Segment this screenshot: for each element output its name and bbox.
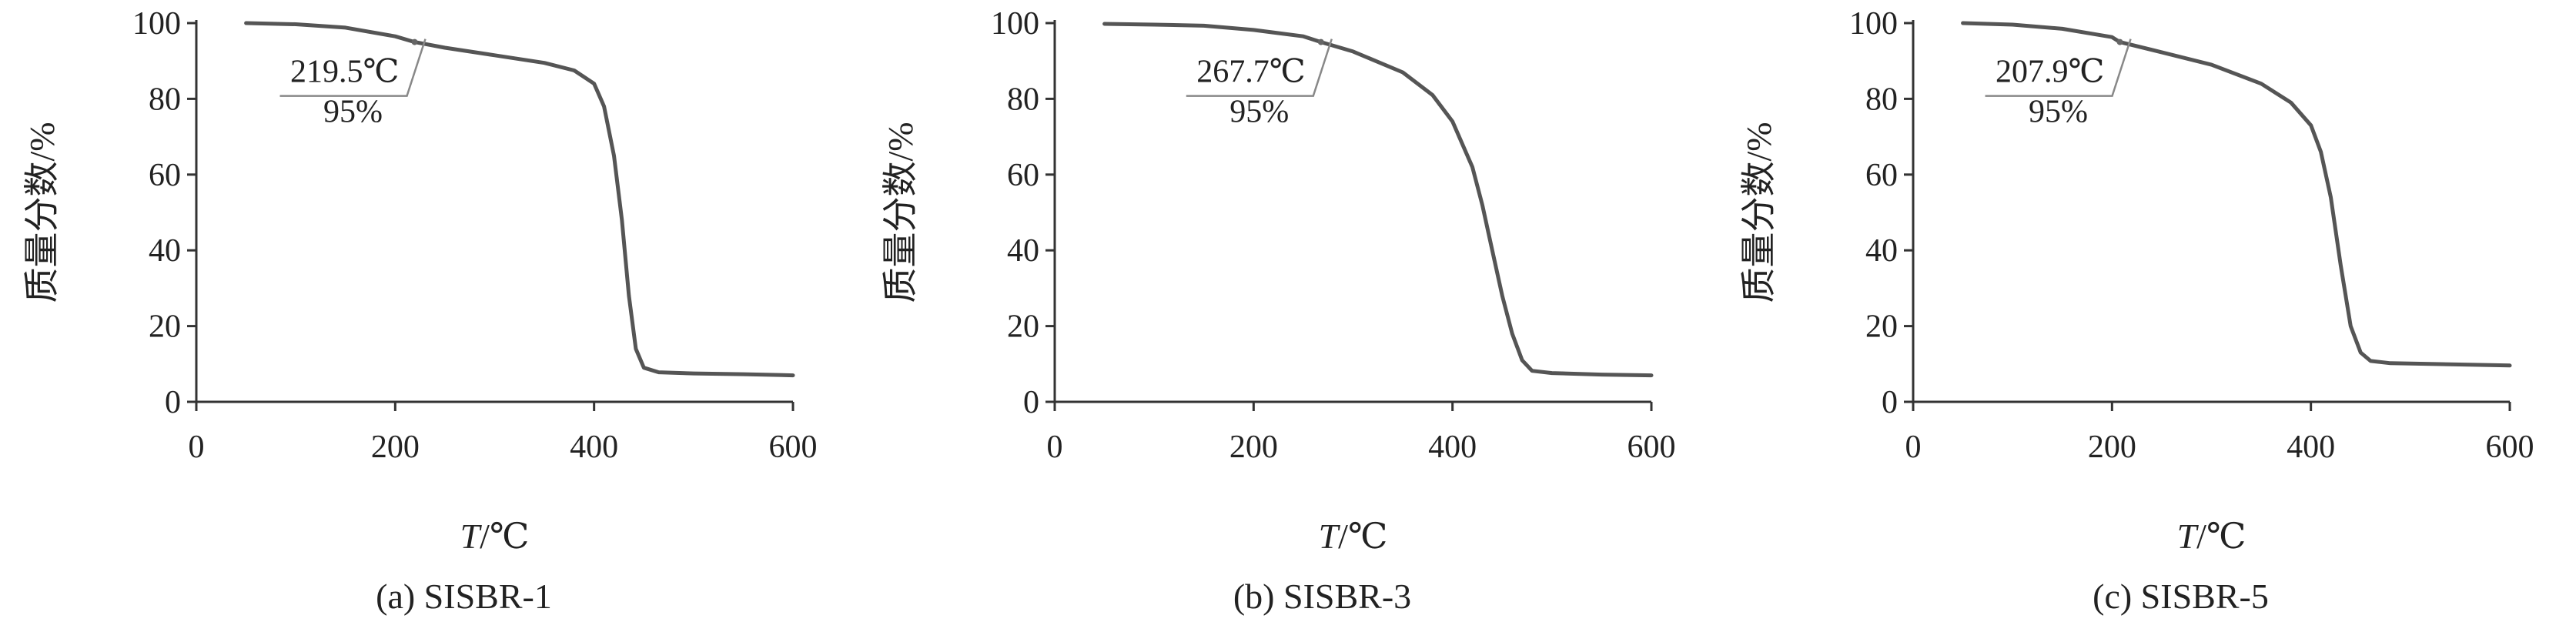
y-tick-label: 60	[149, 158, 181, 193]
chart-panel-b: 0 20 40 60 80 100 0 200 400 600 质量分数/% T/℃ (b) SISBR…	[858, 0, 1717, 622]
x-axis-title-unit: /℃	[2196, 517, 2246, 556]
x-tick-label: 200	[2088, 430, 2136, 465]
x-axis-title: T/℃	[460, 517, 530, 556]
y-tick-label: 40	[149, 233, 181, 269]
chart-svg: 0 20 40 60 80 100 0 200 400 600 质量分数/% T/℃ (a) SISBR…	[22, 6, 818, 616]
annotation-mass: 95%	[2029, 95, 2088, 130]
chart-svg: 0 20 40 60 80 100 0 200 400 600 质量分数/% T/℃ (c) SISBR…	[1739, 6, 2534, 616]
y-tick-label: 0	[165, 385, 181, 420]
annotation-temperature: 219.5℃	[290, 55, 399, 90]
y-tick-label: 20	[149, 309, 181, 345]
annotation-temperature: 267.7℃	[1196, 55, 1305, 90]
annotation-leader-line	[1985, 38, 2132, 97]
tg-curve-line	[244, 21, 795, 378]
x-axis-title-unit: /℃	[1338, 517, 1387, 556]
y-tick-label: 80	[1007, 82, 1039, 117]
x-tick-label: 600	[769, 430, 818, 465]
x-axis-title-symbol: T	[2177, 517, 2200, 556]
x-axis-title-symbol: T	[460, 517, 483, 556]
x-tick-label: 400	[570, 430, 618, 465]
x-tick-label: 600	[1628, 430, 1676, 465]
y-tick-label: 20	[1865, 309, 1898, 345]
tg-curve-line	[1102, 22, 1654, 378]
x-tick-label: 200	[1229, 430, 1278, 465]
annotation-leader-line	[279, 38, 427, 97]
annotation-point	[1317, 38, 1324, 45]
y-axis-title: 质量分数/%	[1739, 122, 1778, 303]
annotation-leader-line	[1186, 38, 1333, 97]
annotation-mass: 95%	[1229, 95, 1289, 130]
chart-panel-a: 0 20 40 60 80 100 0 200 400 600 质量分数/% T/℃ (a) SISBR…	[0, 0, 858, 622]
x-axis-title-unit: /℃	[480, 517, 529, 556]
y-tick-label: 0	[1882, 385, 1898, 420]
x-tick-label: 0	[1047, 430, 1063, 465]
y-tick-label: 100	[991, 6, 1039, 42]
y-tick-label: 40	[1007, 233, 1039, 269]
x-axis-title: T/℃	[1319, 517, 1388, 556]
y-tick-label: 0	[1023, 385, 1039, 420]
annotation-mass: 95%	[323, 95, 383, 130]
panel-caption: (a) SISBR-1	[376, 577, 552, 616]
x-axis-title-symbol: T	[1319, 517, 1341, 556]
x-tick-label: 600	[2486, 430, 2534, 465]
y-tick-label: 80	[1865, 82, 1898, 117]
y-tick-label: 100	[132, 6, 181, 42]
x-tick-label: 400	[1428, 430, 1477, 465]
tg-curve-line	[1961, 21, 2512, 368]
x-tick-label: 0	[1905, 430, 1922, 465]
annotation-point	[411, 38, 418, 45]
panel-caption: (c) SISBR-5	[2093, 577, 2269, 616]
y-tick-label: 60	[1865, 158, 1898, 193]
y-tick-label: 60	[1007, 158, 1039, 193]
annotation-temperature: 207.9℃	[1996, 55, 2104, 90]
panel-caption: (b) SISBR-3	[1233, 577, 1411, 616]
y-axis-title: 质量分数/%	[22, 122, 62, 303]
x-tick-label: 0	[189, 430, 205, 465]
y-tick-label: 80	[149, 82, 181, 117]
y-tick-label: 20	[1007, 309, 1039, 345]
chart-svg: 0 20 40 60 80 100 0 200 400 600 质量分数/% T/℃ (b) SISBR…	[881, 6, 1676, 616]
y-tick-label: 100	[1849, 6, 1898, 42]
x-tick-label: 400	[2287, 430, 2335, 465]
y-axis-title: 质量分数/%	[881, 122, 920, 303]
y-tick-label: 40	[1865, 233, 1898, 269]
chart-panel-c: 0 20 40 60 80 100 0 200 400 600 质量分数/% T/℃ (c) SISBR…	[1717, 0, 2575, 622]
annotation-point	[2116, 38, 2123, 45]
x-axis-title: T/℃	[2177, 517, 2246, 556]
x-tick-label: 200	[371, 430, 420, 465]
